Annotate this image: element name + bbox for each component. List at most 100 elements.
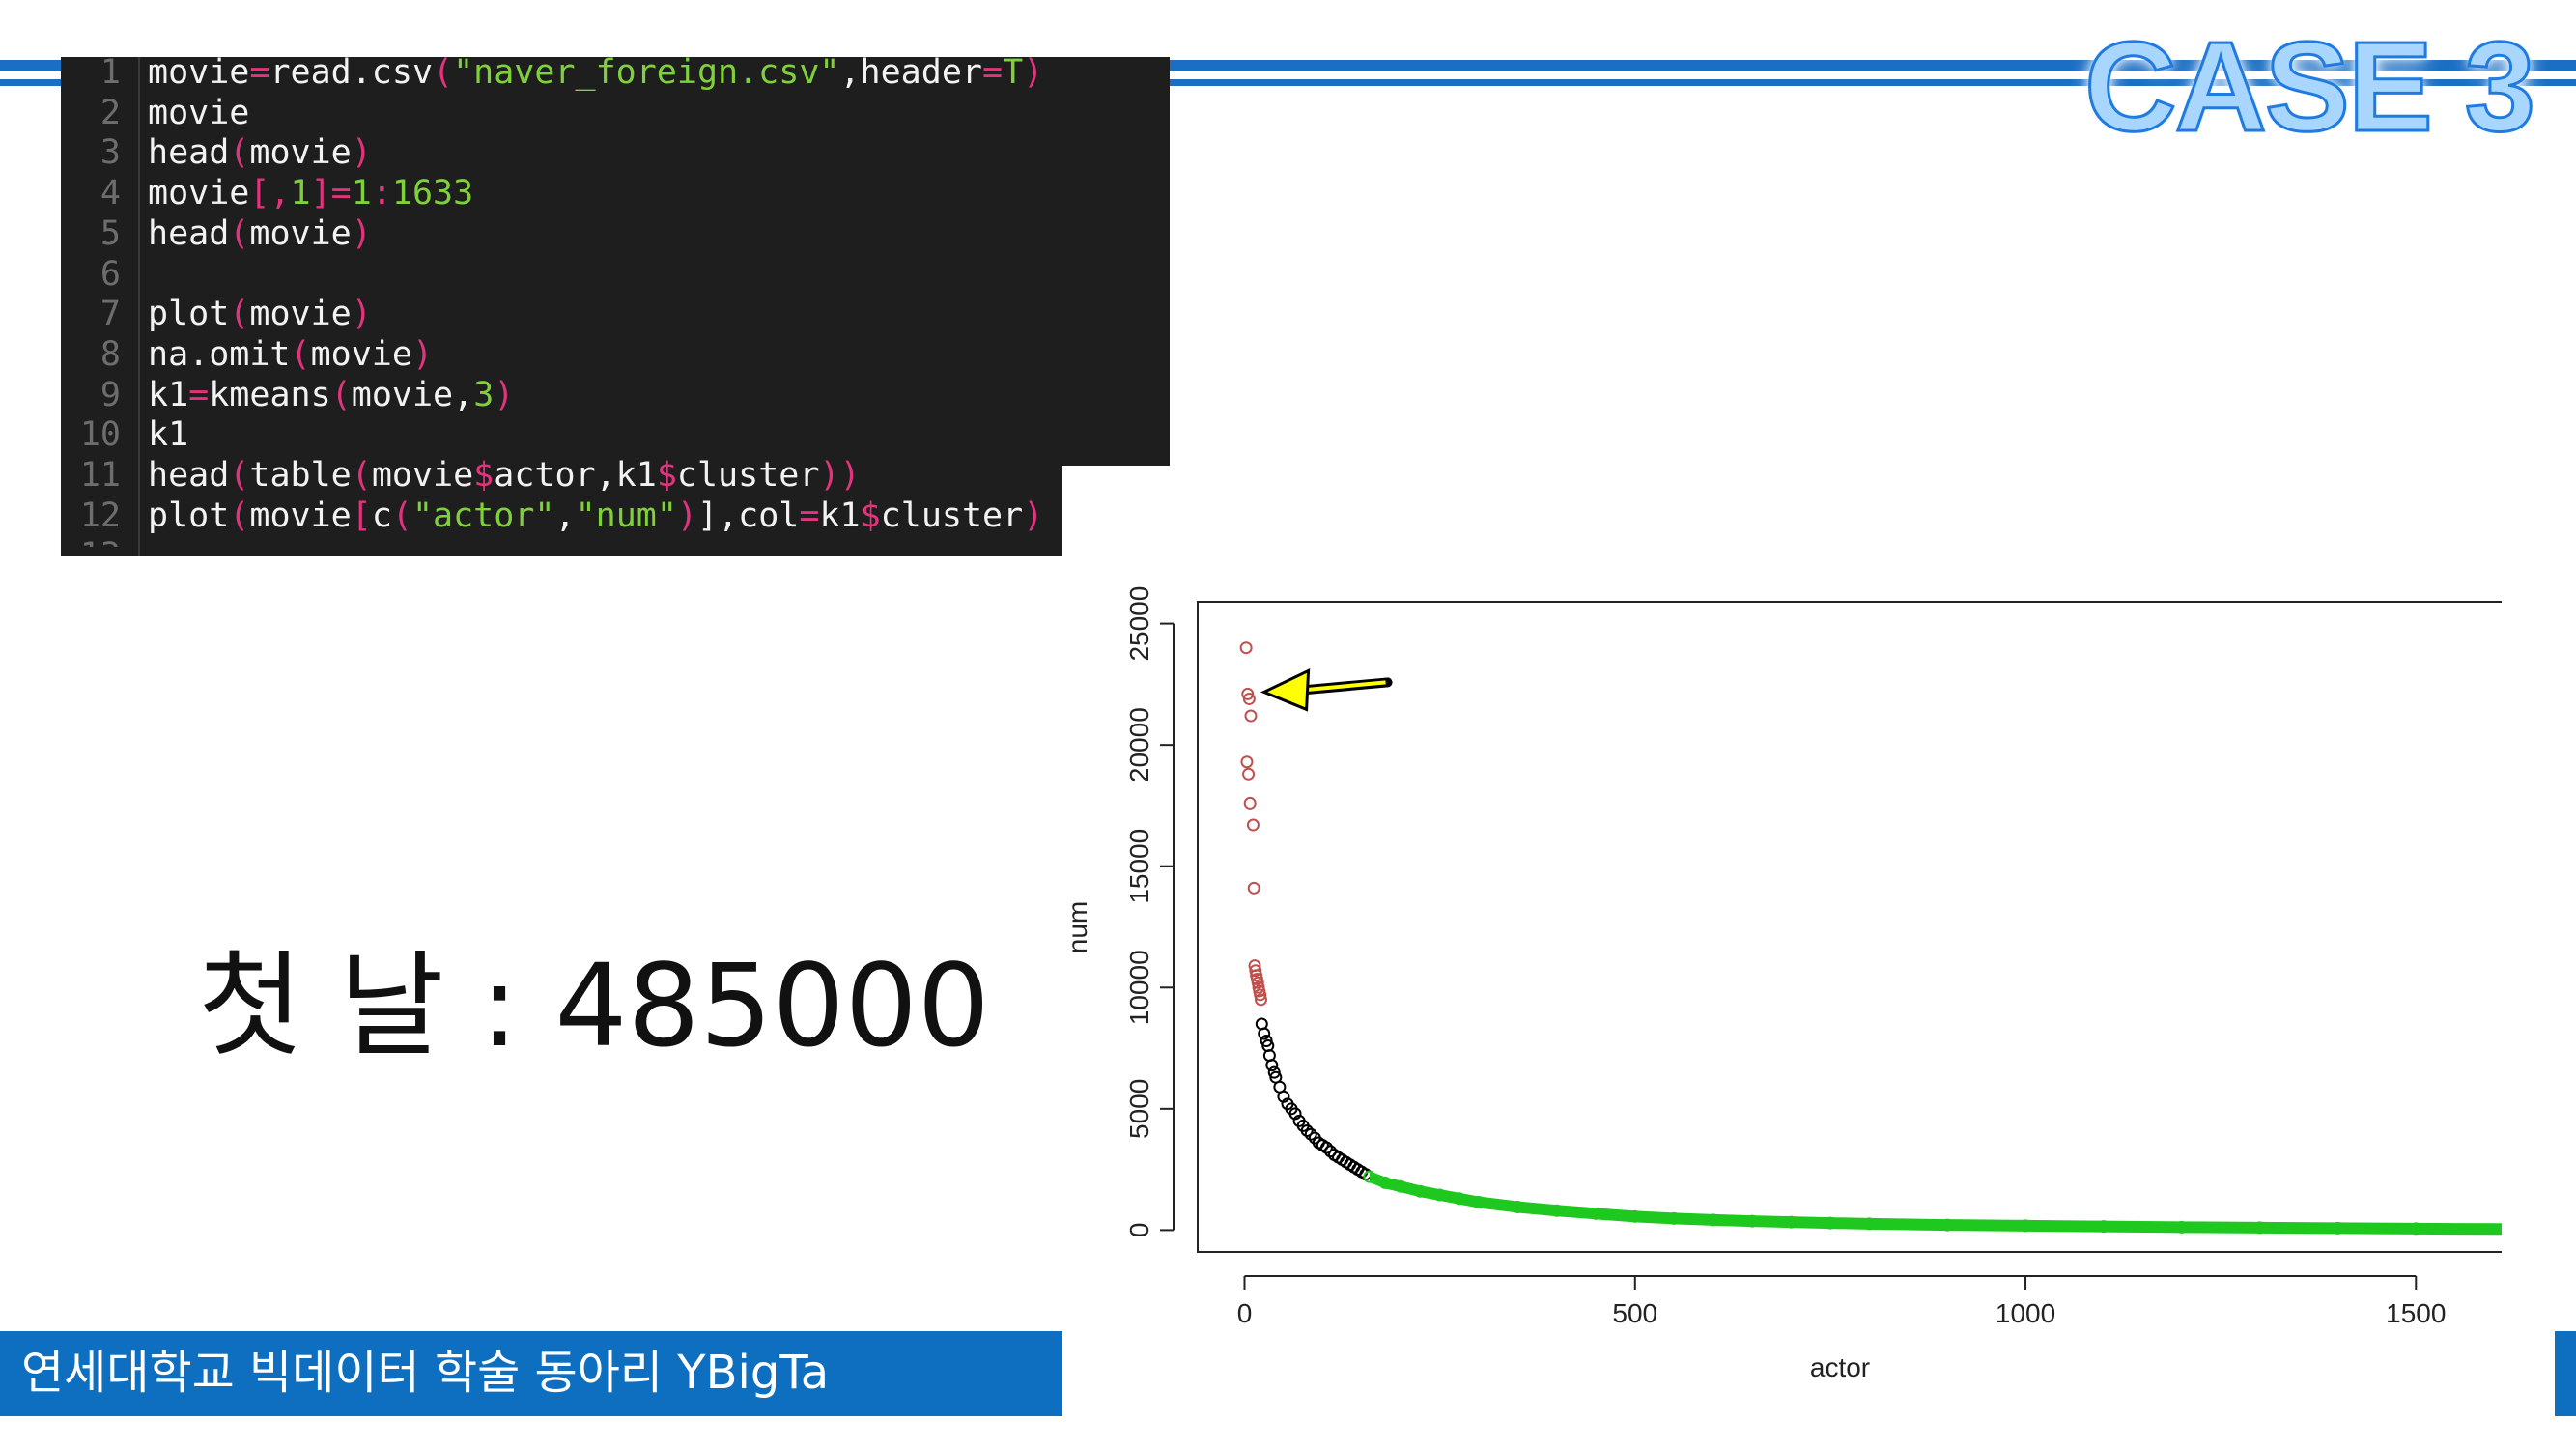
code-gutter-divider <box>138 57 140 466</box>
code-token: ( <box>229 295 250 334</box>
code-token: ) <box>351 213 372 253</box>
code-gutter-divider-lower <box>138 466 140 556</box>
y-tick-label: 0 <box>1124 1223 1154 1238</box>
x-tick-label: 0 <box>1237 1298 1253 1328</box>
x-axis: 0 500 1000 1500 <box>1237 1275 2446 1328</box>
code-editor-panel-lower <box>61 466 1062 556</box>
code-token: movie, <box>351 375 474 414</box>
code-token: $ <box>473 456 495 495</box>
code-token: plot <box>148 496 230 535</box>
right-edge-bar <box>2555 1331 2576 1416</box>
scatter-point <box>1249 964 1262 978</box>
code-line: 1 movie=read.csv("naver_foreign.csv",head… <box>61 52 1043 93</box>
code-token: movie <box>249 295 352 334</box>
code-token: movie <box>249 496 352 535</box>
code-token: ) <box>494 375 515 414</box>
code-token: movie <box>310 334 412 374</box>
x-tick-label: 500 <box>1612 1298 1657 1328</box>
code-line-number: 5 <box>99 213 121 253</box>
code-token: = <box>249 53 270 92</box>
x-tick-label: 1000 <box>1996 1298 2055 1328</box>
code-line: 9 k1=kmeans(movie,3) <box>61 375 514 415</box>
scatter-point <box>1246 818 1260 832</box>
code-line: 2 movie <box>61 93 249 133</box>
code-token: cluster <box>880 496 1024 535</box>
code-token: plot <box>148 295 230 334</box>
scatter-point <box>1251 976 1264 989</box>
scatter-point <box>1242 692 1256 705</box>
scatter-points <box>1239 641 2502 1236</box>
code-line: 13 <box>61 535 148 547</box>
code-token: $ <box>860 496 881 535</box>
code-line-number: 13 <box>61 535 121 547</box>
code-line-number: 11 <box>79 456 121 495</box>
code-line: 3 head(movie) <box>61 132 372 173</box>
y-tick-label: 10000 <box>1124 950 1154 1025</box>
code-token: , <box>554 496 576 535</box>
x-axis-label: actor <box>1810 1352 1870 1382</box>
y-axis-label: num <box>1062 901 1092 953</box>
scatter-point <box>1244 709 1258 723</box>
y-tick-label: 5000 <box>1124 1079 1154 1139</box>
code-token: ( <box>330 375 352 414</box>
kmeans-scatter-chart: 0 500 1000 1500 0 5000 10000 15000 20000 25000 a… <box>1062 586 2502 1382</box>
code-token: "actor" <box>411 496 555 535</box>
code-token: movie <box>371 456 474 495</box>
code-token: kmeans <box>209 375 331 414</box>
scatter-point <box>1265 1059 1279 1072</box>
code-token: actor,k1 <box>494 456 657 495</box>
code-token: head <box>148 456 230 495</box>
code-line-number: 2 <box>99 93 121 132</box>
case-title: CASE 3 <box>2083 15 2537 157</box>
code-token: T <box>1003 53 1024 92</box>
code-token: ( <box>290 334 311 374</box>
scatter-point <box>1258 1027 1271 1040</box>
code-token: 1 <box>351 174 372 213</box>
code-token: ( <box>433 53 454 92</box>
code-line: 11 head(table(movie$actor,k1$cluster)) <box>61 455 861 496</box>
code-line-number: 6 <box>99 254 121 294</box>
code-line-number: 9 <box>99 375 121 414</box>
scatter-point <box>1304 1127 1317 1141</box>
y-tick-label: 25000 <box>1124 586 1154 662</box>
code-token: ) <box>1023 496 1044 535</box>
code-line-number: 1 <box>99 53 121 92</box>
code-line-number: 3 <box>99 133 121 173</box>
code-token: k1 <box>819 496 861 535</box>
plot-area-frame <box>1197 601 2502 1253</box>
code-token: read.csv <box>269 53 434 92</box>
code-token: 1 <box>290 174 311 213</box>
scatter-point <box>1319 1141 1333 1154</box>
code-editor-panel <box>61 57 1170 466</box>
code-token: ) <box>676 496 697 535</box>
code-token: = <box>981 53 1004 92</box>
code-token: ) <box>1023 53 1044 92</box>
code-token: $ <box>656 456 677 495</box>
code-token: head <box>148 213 230 253</box>
code-line: 5 head(movie) <box>61 213 372 254</box>
code-token: [ <box>351 496 372 535</box>
code-line-number: 4 <box>99 174 121 213</box>
y-tick-label: 20000 <box>1124 707 1154 782</box>
code-token: "naver_foreign.csv" <box>453 53 840 92</box>
code-token: ) <box>411 334 434 374</box>
y-tick-label: 15000 <box>1124 829 1154 904</box>
code-token: ,header <box>839 53 982 92</box>
arrow-head <box>1260 668 1311 712</box>
x-tick-label: 1500 <box>2386 1298 2446 1328</box>
code-token: na.omit <box>148 334 291 374</box>
code-token: movie <box>148 174 250 213</box>
code-line: 8 na.omit(movie) <box>61 334 433 375</box>
footer-club-name: 연세대학교 빅데이터 학술 동아리 YBigTa <box>21 1346 830 1400</box>
scatter-point <box>1323 1145 1337 1158</box>
scatter-point <box>1239 641 1253 655</box>
code-token: ( <box>229 496 250 535</box>
code-line: 12 plot(movie[c("actor","num")],col=k1$cl… <box>61 496 1043 536</box>
scatter-point <box>1242 767 1256 781</box>
code-token: table <box>249 456 352 495</box>
code-token: head <box>148 133 230 173</box>
code-token: ( <box>229 213 250 253</box>
arrow-shaft <box>1302 680 1386 693</box>
code-token: = <box>799 496 820 535</box>
code-line-number: 12 <box>79 496 121 535</box>
